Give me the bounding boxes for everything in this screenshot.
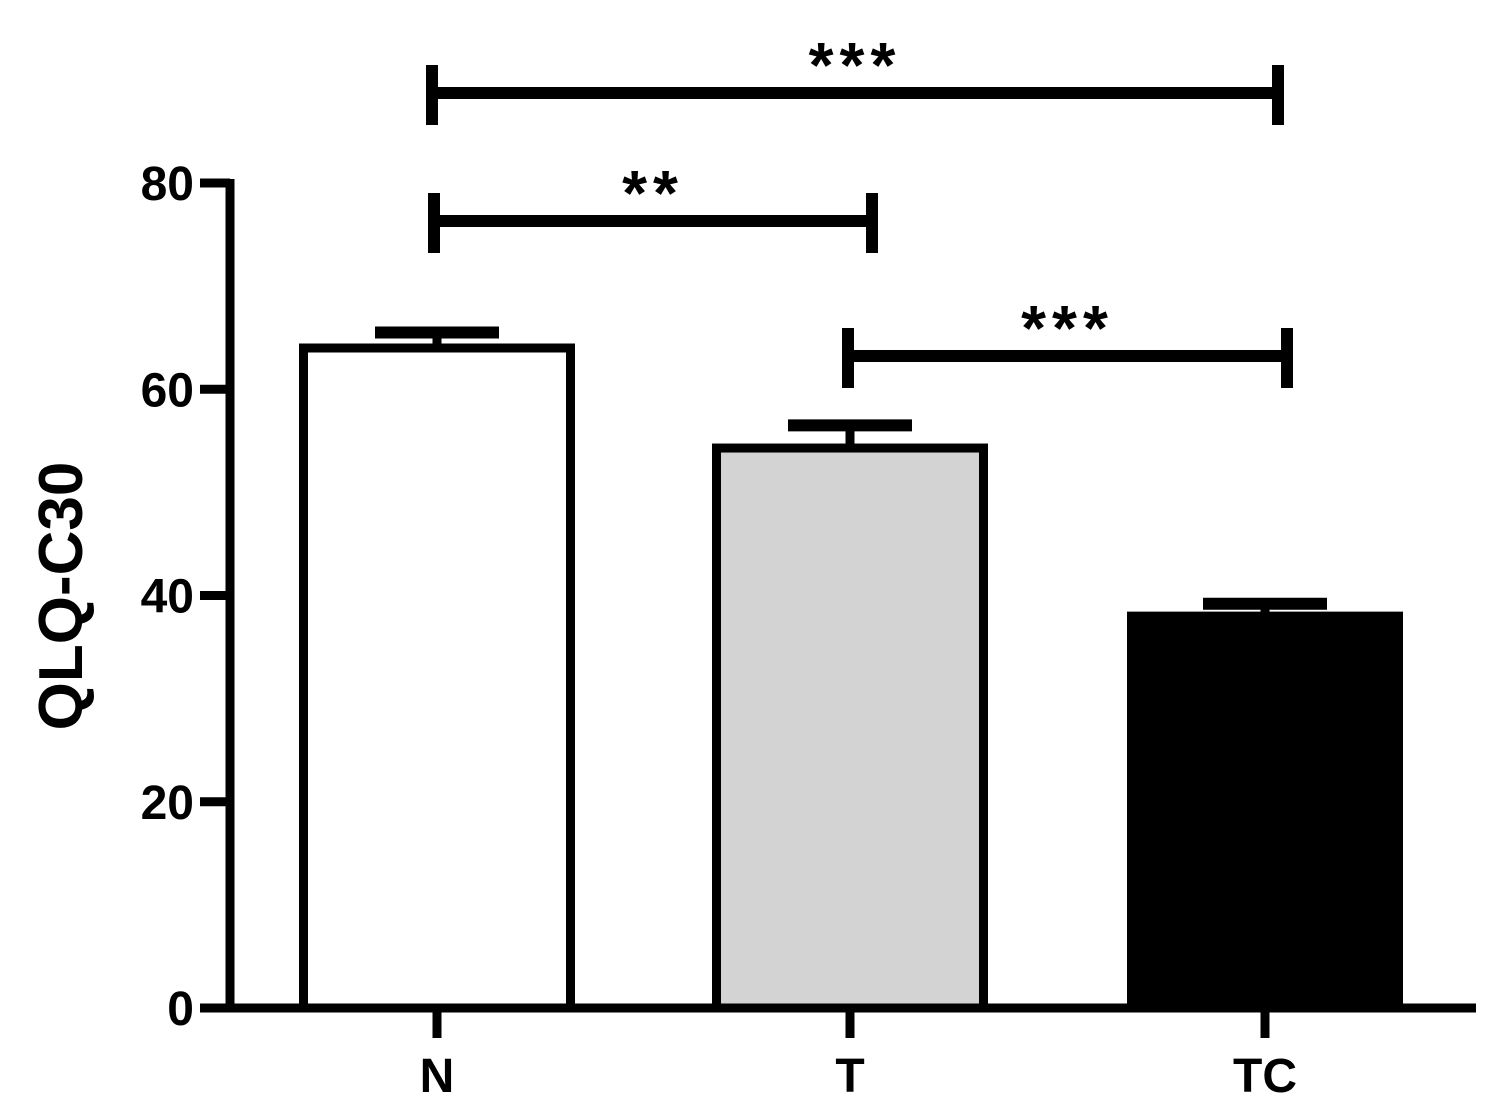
significance-label: ** — [622, 157, 684, 229]
x-tick-label: N — [420, 1050, 455, 1103]
y-tick-label: 20 — [141, 777, 194, 830]
y-tick-label: 80 — [141, 158, 194, 211]
y-tick-label: 60 — [141, 364, 194, 417]
x-tick-label: TC — [1233, 1050, 1297, 1103]
y-axis-title: QLQ-C30 — [27, 462, 96, 731]
y-tick-label: 0 — [167, 983, 194, 1036]
bar-n — [299, 343, 575, 1013]
significance-label: *** — [1021, 292, 1114, 364]
significance-label: *** — [809, 29, 902, 101]
bar-tc — [1127, 611, 1403, 1013]
x-tick-label: T — [835, 1050, 864, 1103]
y-tick-label: 40 — [141, 571, 194, 624]
bar-t — [712, 443, 988, 1013]
